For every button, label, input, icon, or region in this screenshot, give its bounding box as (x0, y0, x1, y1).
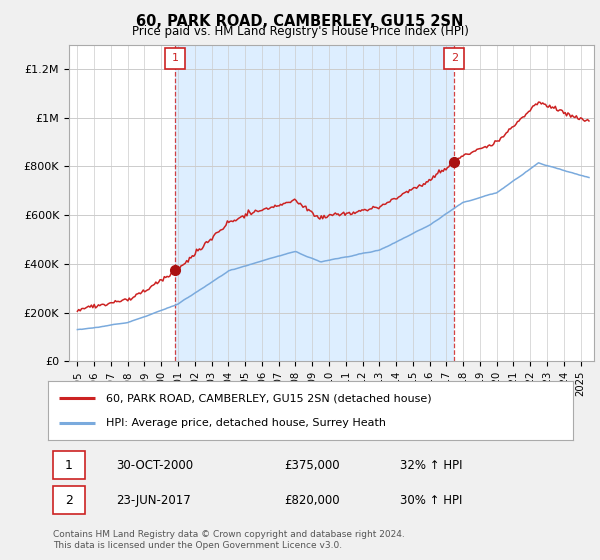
Text: HPI: Average price, detached house, Surrey Heath: HPI: Average price, detached house, Surr… (106, 418, 386, 428)
FancyBboxPatch shape (53, 486, 85, 514)
Text: 30-OCT-2000: 30-OCT-2000 (116, 459, 193, 472)
Text: 23-JUN-2017: 23-JUN-2017 (116, 493, 191, 507)
Bar (175, 45, 454, 361)
Text: 1: 1 (172, 53, 179, 63)
Text: £375,000: £375,000 (284, 459, 340, 472)
Text: 30% ↑ HPI: 30% ↑ HPI (400, 493, 462, 507)
Text: 32% ↑ HPI: 32% ↑ HPI (400, 459, 462, 472)
Text: 60, PARK ROAD, CAMBERLEY, GU15 2SN: 60, PARK ROAD, CAMBERLEY, GU15 2SN (136, 14, 464, 29)
Text: Contains HM Land Registry data © Crown copyright and database right 2024.
This d: Contains HM Land Registry data © Crown c… (53, 530, 405, 549)
FancyBboxPatch shape (53, 451, 85, 479)
Text: Price paid vs. HM Land Registry's House Price Index (HPI): Price paid vs. HM Land Registry's House … (131, 25, 469, 38)
Text: £820,000: £820,000 (284, 493, 340, 507)
Text: 2: 2 (451, 53, 458, 63)
Text: 2: 2 (65, 493, 73, 507)
Text: 60, PARK ROAD, CAMBERLEY, GU15 2SN (detached house): 60, PARK ROAD, CAMBERLEY, GU15 2SN (deta… (106, 394, 431, 403)
Text: 1: 1 (65, 459, 73, 472)
